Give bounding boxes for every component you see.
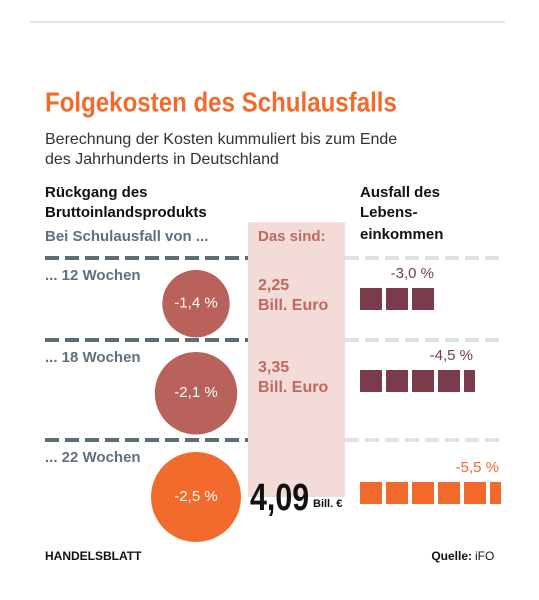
income-square [464, 370, 475, 392]
income-square [386, 482, 408, 504]
income-square [438, 370, 460, 392]
income-label: -4,5 % [430, 347, 473, 364]
income-square [412, 370, 434, 392]
income-square [360, 288, 382, 310]
income-square [490, 482, 501, 504]
subtitle: Berechnung der Kosten kummuliert bis zum… [45, 131, 397, 148]
source-label: Quelle: [431, 549, 472, 563]
cost-unit: Bill. Euro [258, 297, 328, 314]
source: iFO [475, 549, 494, 563]
cost-label: 3,35 [258, 359, 289, 376]
gdp-circle [151, 452, 241, 542]
header: Ausfall des [360, 184, 440, 201]
cost-unit: Bill. € [313, 498, 342, 510]
header: einkommen [360, 226, 443, 243]
income-square [464, 482, 486, 504]
subtitle: des Jahrhunderts in Deutschland [45, 151, 279, 168]
title: Folgekosten des Schulausfalls [45, 86, 397, 118]
income-label: -5,5 % [456, 459, 499, 476]
gdp-label: -2,5 % [174, 488, 217, 505]
header: Rückgang des [45, 184, 148, 201]
header: Bruttoinlandsprodukts [45, 204, 207, 221]
income-square [386, 288, 408, 310]
subheader: Das sind: [258, 228, 326, 245]
gdp-circle [154, 352, 238, 435]
gdp-circle [162, 270, 230, 338]
income-square [386, 370, 408, 392]
income-label: -3,0 % [391, 265, 434, 282]
row-label: ... 22 Wochen [45, 449, 141, 466]
cost-label: 4,09 [250, 477, 309, 519]
cost-column [248, 222, 345, 497]
cost-label: 2,25 [258, 277, 289, 294]
gdp-label: -1,4 % [174, 295, 217, 312]
row-label: ... 12 Wochen [45, 267, 141, 284]
income-square [360, 370, 382, 392]
income-square [412, 288, 434, 310]
income-square [360, 482, 382, 504]
brand: HANDELSBLATT [45, 549, 142, 563]
income-square [438, 482, 460, 504]
income-square [412, 482, 434, 504]
row-label: ... 18 Wochen [45, 349, 141, 366]
header: Lebens- [360, 204, 418, 221]
subheader: Bei Schulausfall von ... [45, 228, 208, 245]
gdp-label: -2,1 % [174, 384, 217, 401]
cost-unit: Bill. Euro [258, 379, 328, 396]
